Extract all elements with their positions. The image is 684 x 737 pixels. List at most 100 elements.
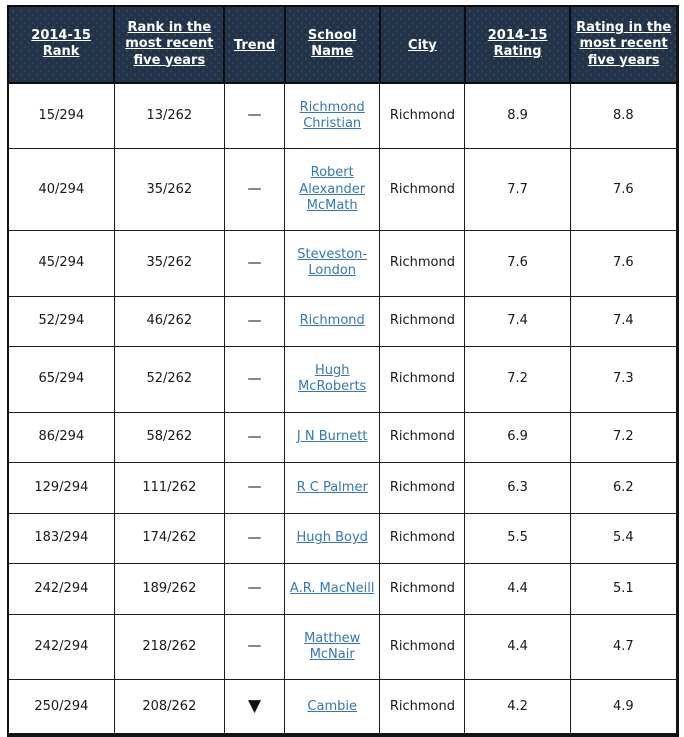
rank-cell: 52/294 (7, 295, 115, 347)
table-row: 45/294 35/262 — Steveston-London Richmon… (7, 230, 679, 297)
school-cell: Hugh Boyd (284, 512, 381, 564)
school-link[interactable]: J N Burnett (296, 429, 368, 445)
school-cell: A.R. MacNeill (284, 563, 381, 615)
rank-cell: 86/294 (7, 411, 115, 463)
rating-cell: 7.6 (464, 230, 571, 297)
rank-cell: 242/294 (7, 613, 115, 680)
column-header-rank-recent: Rank in the most recent five years (113, 5, 226, 84)
column-header-rating-recent: Rating in the most recent five years (569, 5, 679, 84)
school-link[interactable]: Cambie (307, 698, 357, 714)
school-cell: Cambie (284, 679, 381, 736)
trend-cell: — (223, 462, 286, 514)
school-cell: Hugh McRoberts (284, 346, 381, 413)
school-cell: R C Palmer (284, 462, 381, 514)
school-link[interactable]: Richmond (299, 313, 365, 329)
city-cell: Richmond (379, 613, 466, 680)
school-cell: Richmond Christian (284, 82, 381, 150)
rank-recent-cell: 58/262 (113, 411, 225, 463)
rating-recent-cell: 4.7 (569, 613, 679, 680)
sort-link-city[interactable]: City (408, 38, 437, 54)
table-row: 52/294 46/262 — Richmond Richmond 7.4 7.… (7, 295, 679, 347)
trend-cell: — (223, 346, 286, 413)
school-link[interactable]: R C Palmer (296, 479, 368, 495)
sort-link-school[interactable]: School Name (307, 28, 357, 60)
column-header-city: City (378, 5, 466, 84)
rating-recent-cell: 5.4 (569, 512, 679, 564)
trend-cell: — (223, 563, 286, 615)
rating-cell: 7.4 (464, 295, 571, 347)
school-link[interactable]: Steveston-London (297, 247, 368, 279)
school-cell: Richmond (284, 295, 381, 347)
table-row: 242/294 218/262 — Matthew McNair Richmon… (7, 613, 679, 680)
rating-cell: 8.9 (464, 82, 571, 150)
trend-cell: — (223, 512, 286, 564)
city-cell: Richmond (379, 563, 466, 615)
school-cell: J N Burnett (284, 411, 381, 463)
rating-recent-cell: 7.3 (569, 346, 679, 413)
table-row: 129/294 111/262 — R C Palmer Richmond 6.… (7, 462, 679, 514)
rank-recent-cell: 35/262 (113, 230, 225, 297)
rating-cell: 6.9 (464, 411, 571, 463)
sort-link-trend[interactable]: Trend (233, 38, 276, 54)
city-cell: Richmond (379, 411, 466, 463)
school-link[interactable]: Hugh McRoberts (298, 363, 367, 395)
column-header-school: School Name (283, 5, 381, 84)
city-cell: Richmond (379, 295, 466, 347)
trend-cell: — (223, 148, 286, 231)
school-link[interactable]: Hugh Boyd (296, 530, 368, 546)
table-row: 183/294 174/262 — Hugh Boyd Richmond 5.5… (7, 512, 679, 564)
rating-recent-cell: 4.9 (569, 679, 679, 736)
rating-cell: 4.2 (464, 679, 571, 736)
rank-cell: 40/294 (7, 148, 115, 231)
school-link[interactable]: Robert Alexander McMath (299, 165, 366, 213)
school-rankings-table: 2014-15 Rank Rank in the most recent fiv… (6, 5, 679, 737)
city-cell: Richmond (379, 512, 466, 564)
sort-link-rating[interactable]: 2014-15 Rating (487, 28, 548, 60)
rating-recent-cell: 5.1 (569, 563, 679, 615)
table-row: 40/294 35/262 — Robert Alexander McMath … (7, 148, 679, 231)
rank-cell: 129/294 (7, 462, 115, 514)
school-link[interactable]: Matthew McNair (304, 630, 361, 662)
rating-recent-cell: 7.4 (569, 295, 679, 347)
rank-cell: 65/294 (7, 346, 115, 413)
header-row: 2014-15 Rank Rank in the most recent fiv… (6, 5, 679, 84)
sort-link-rank[interactable]: 2014-15 Rank (31, 28, 91, 60)
city-cell: Richmond (379, 148, 466, 231)
rating-recent-cell: 7.6 (569, 148, 679, 231)
trend-cell: — (223, 295, 286, 347)
rank-cell: 183/294 (7, 512, 115, 564)
rank-recent-cell: 111/262 (113, 462, 225, 514)
rank-recent-cell: 208/262 (113, 679, 225, 736)
school-cell: Matthew McNair (284, 613, 381, 680)
table-row: 86/294 58/262 — J N Burnett Richmond 6.9… (7, 411, 679, 463)
sort-link-rank-recent[interactable]: Rank in the most recent five years (125, 20, 214, 68)
rating-recent-cell: 7.6 (569, 230, 679, 297)
table-row: 15/294 13/262 — Richmond Christian Richm… (7, 82, 679, 150)
rank-recent-cell: 189/262 (113, 563, 225, 615)
rating-cell: 4.4 (464, 613, 571, 680)
city-cell: Richmond (379, 462, 466, 514)
rank-cell: 250/294 (7, 679, 115, 736)
rank-cell: 45/294 (7, 230, 115, 297)
trend-down-icon: ▼ (223, 679, 286, 736)
rank-recent-cell: 13/262 (113, 82, 225, 150)
table-row: 242/294 189/262 — A.R. MacNeill Richmond… (7, 563, 679, 615)
page: 2014-15 Rank Rank in the most recent fiv… (6, 5, 679, 737)
rank-cell: 242/294 (7, 563, 115, 615)
school-link[interactable]: A.R. MacNeill (289, 580, 375, 596)
rank-recent-cell: 52/262 (113, 346, 225, 413)
rating-cell: 7.7 (464, 148, 571, 231)
rank-cell: 15/294 (7, 82, 115, 150)
rank-recent-cell: 218/262 (113, 613, 225, 680)
rating-recent-cell: 8.8 (569, 82, 679, 150)
table-row: 65/294 52/262 — Hugh McRoberts Richmond … (7, 346, 679, 413)
rating-recent-cell: 7.2 (569, 411, 679, 463)
city-cell: Richmond (379, 679, 466, 736)
school-cell: Robert Alexander McMath (284, 148, 381, 231)
sort-link-rating-recent[interactable]: Rating in the most recent five years (576, 20, 672, 68)
school-link[interactable]: Richmond Christian (299, 99, 365, 131)
trend-cell: — (223, 613, 286, 680)
rating-cell: 6.3 (464, 462, 571, 514)
rating-cell: 7.2 (464, 346, 571, 413)
school-cell: Steveston-London (284, 230, 381, 297)
